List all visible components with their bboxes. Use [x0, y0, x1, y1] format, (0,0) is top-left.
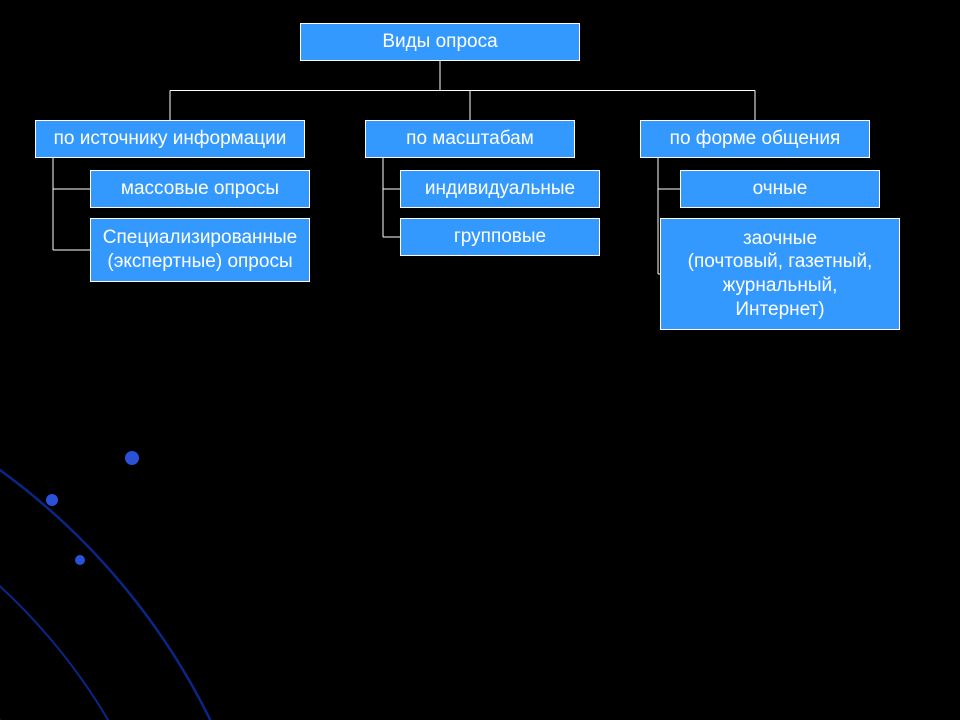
node-cat1: по источнику информации: [35, 120, 305, 158]
background-orbits: [0, 0, 960, 720]
node-root: Виды опроса: [300, 23, 580, 61]
slide: Виды опроса по источнику информации по м…: [0, 0, 960, 720]
node-c1b: Специализированные (экспертные) опросы: [90, 218, 310, 282]
node-c3a: очные: [680, 170, 880, 208]
node-c2a: индивидуальные: [400, 170, 600, 208]
connectors: [0, 0, 960, 720]
node-cat2: по масштабам: [365, 120, 575, 158]
node-cat3: по форме общения: [640, 120, 870, 158]
node-c2b: групповые: [400, 218, 600, 256]
node-c3b: заочные (почтовый, газетный, журнальный,…: [660, 218, 900, 330]
node-c1a: массовые опросы: [90, 170, 310, 208]
